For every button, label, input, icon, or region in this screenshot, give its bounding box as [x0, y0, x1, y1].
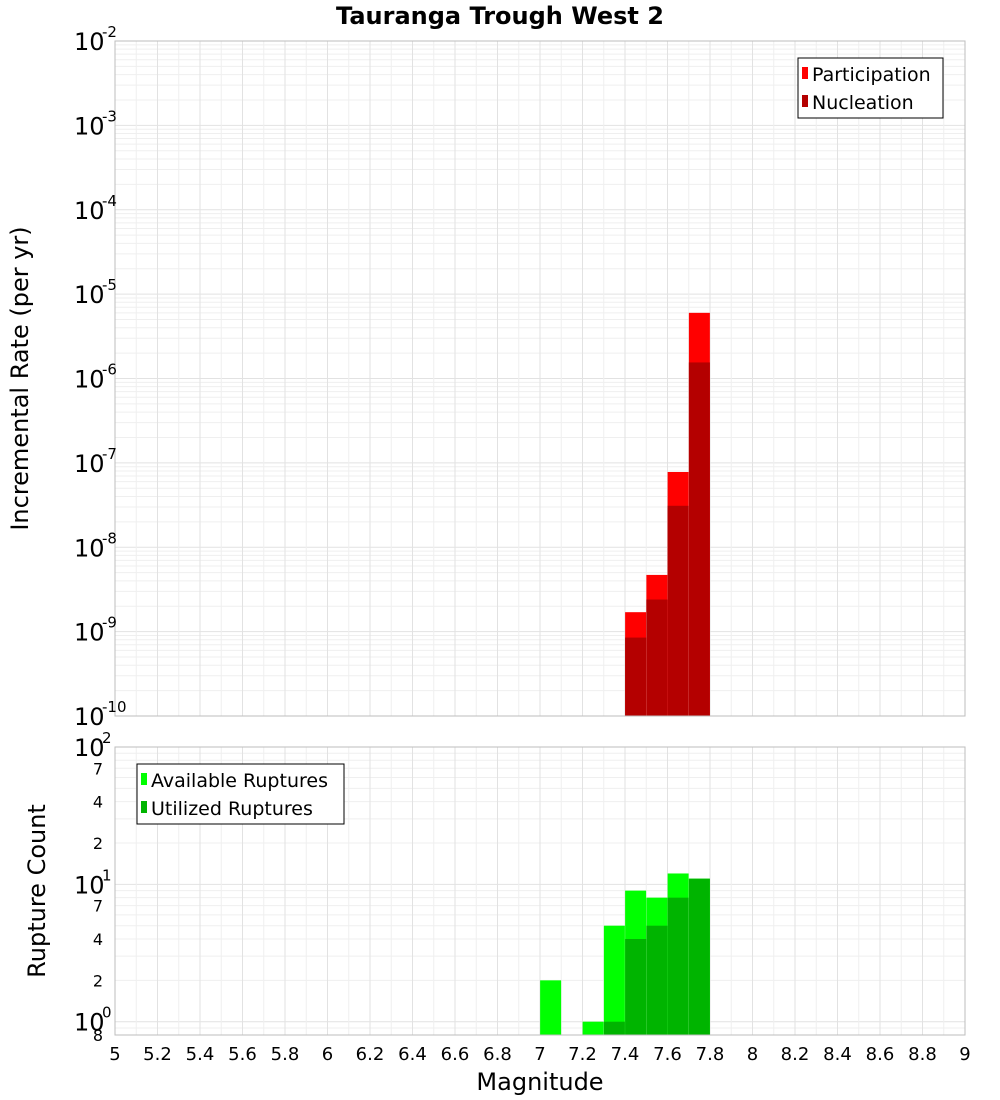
y-minor-tick-label: 7	[93, 897, 103, 916]
plot-frame	[114, 40, 966, 717]
x-tick-label: 5	[109, 1044, 120, 1065]
bar-available-ruptures	[603, 925, 625, 1035]
x-tick-label: 6.4	[398, 1044, 427, 1065]
bar-nucleation	[667, 505, 689, 716]
y-tick-label: 10	[74, 366, 105, 394]
legend-swatch	[802, 95, 808, 107]
legend-swatch	[802, 67, 808, 79]
x-tick-label: 8.4	[823, 1044, 852, 1065]
x-tick-label: 7.6	[653, 1044, 682, 1065]
y-tick-exponent: -10	[102, 698, 127, 716]
x-tick-label: 8	[747, 1044, 758, 1065]
y-minor-tick-label: 2	[93, 971, 103, 990]
bar-available-ruptures	[582, 1021, 604, 1035]
x-tick-label: 5.2	[143, 1044, 172, 1065]
y-axis-label: Rupture Count	[23, 804, 51, 978]
y-minor-tick-label: 4	[93, 793, 103, 812]
plot-frame	[114, 746, 966, 1036]
legend-swatch	[141, 773, 147, 785]
y-tick-label: 10	[74, 1009, 105, 1037]
x-tick-label: 7	[534, 1044, 545, 1065]
legend-entry: Participation	[812, 64, 931, 86]
y-minor-tick-label: 2	[93, 834, 103, 853]
x-tick-label: 8.8	[908, 1044, 937, 1065]
bar-utilized-ruptures	[667, 897, 689, 1035]
x-axis-label: Magnitude	[476, 1068, 603, 1096]
legend-entry: Nucleation	[812, 92, 914, 114]
y-axis-label: Incremental Rate (per yr)	[6, 226, 34, 530]
chart-title: Tauranga Trough West 2	[336, 2, 664, 30]
bar-utilized-ruptures	[603, 1021, 625, 1035]
x-tick-label: 5.8	[271, 1044, 300, 1065]
bar-available-ruptures	[540, 980, 562, 1035]
y-tick-exponent: -6	[102, 361, 117, 379]
bar-utilized-ruptures	[625, 939, 647, 1035]
x-tick-label: 6.6	[441, 1044, 470, 1065]
y-tick-label: 10	[74, 534, 105, 562]
bar-utilized-ruptures	[688, 878, 710, 1035]
x-tick-label: 7.8	[696, 1044, 725, 1065]
x-tick-label: 6.2	[356, 1044, 385, 1065]
legend-swatch	[141, 801, 147, 813]
x-tick-label: 8.6	[866, 1044, 895, 1065]
y-tick-label: 10	[74, 197, 105, 225]
y-tick-label: 10	[74, 112, 105, 140]
legend-entry: Available Ruptures	[151, 770, 328, 792]
x-tick-label: 7.4	[611, 1044, 640, 1065]
x-tick-label: 9	[959, 1044, 970, 1065]
y-tick-label: 10	[74, 281, 105, 309]
y-tick-label: 10	[74, 619, 105, 647]
y-tick-exponent: 0	[102, 1004, 112, 1022]
legend-box	[136, 763, 345, 825]
x-tick-label: 5.4	[186, 1044, 215, 1065]
rate-panel: Incremental Rate (per yr)10-1010-910-810…	[6, 23, 966, 731]
y-tick-exponent: -5	[102, 276, 117, 294]
x-tick-label: 7.2	[568, 1044, 597, 1065]
y-tick-exponent: -2	[102, 23, 117, 41]
bar-nucleation	[646, 599, 668, 716]
y-tick-label: 10	[74, 450, 105, 478]
x-tick-label: 6.8	[483, 1044, 512, 1065]
y-tick-exponent: 2	[102, 729, 112, 747]
y-minor-tick-label: 7	[93, 759, 103, 778]
y-tick-exponent: -9	[102, 614, 117, 632]
x-tick-label: 8.2	[781, 1044, 810, 1065]
y-minor-tick-label: 8	[93, 1026, 103, 1045]
y-tick-exponent: 1	[102, 866, 112, 884]
x-tick-label: 6	[322, 1044, 333, 1065]
y-tick-label: 10	[74, 871, 105, 899]
y-tick-exponent: -8	[102, 529, 117, 547]
y-tick-exponent: -4	[102, 192, 117, 210]
y-minor-tick-label: 4	[93, 930, 103, 949]
y-tick-exponent: -7	[102, 445, 117, 463]
bar-nucleation	[625, 637, 647, 716]
bar-utilized-ruptures	[646, 925, 668, 1035]
legend-entry: Utilized Ruptures	[151, 798, 313, 820]
bar-nucleation	[688, 362, 710, 716]
y-tick-exponent: -3	[102, 107, 117, 125]
x-tick-label: 5.6	[228, 1044, 257, 1065]
y-tick-label: 10	[74, 703, 105, 731]
y-tick-label: 10	[74, 734, 105, 762]
y-tick-label: 10	[74, 28, 105, 56]
legend-box	[797, 57, 944, 119]
